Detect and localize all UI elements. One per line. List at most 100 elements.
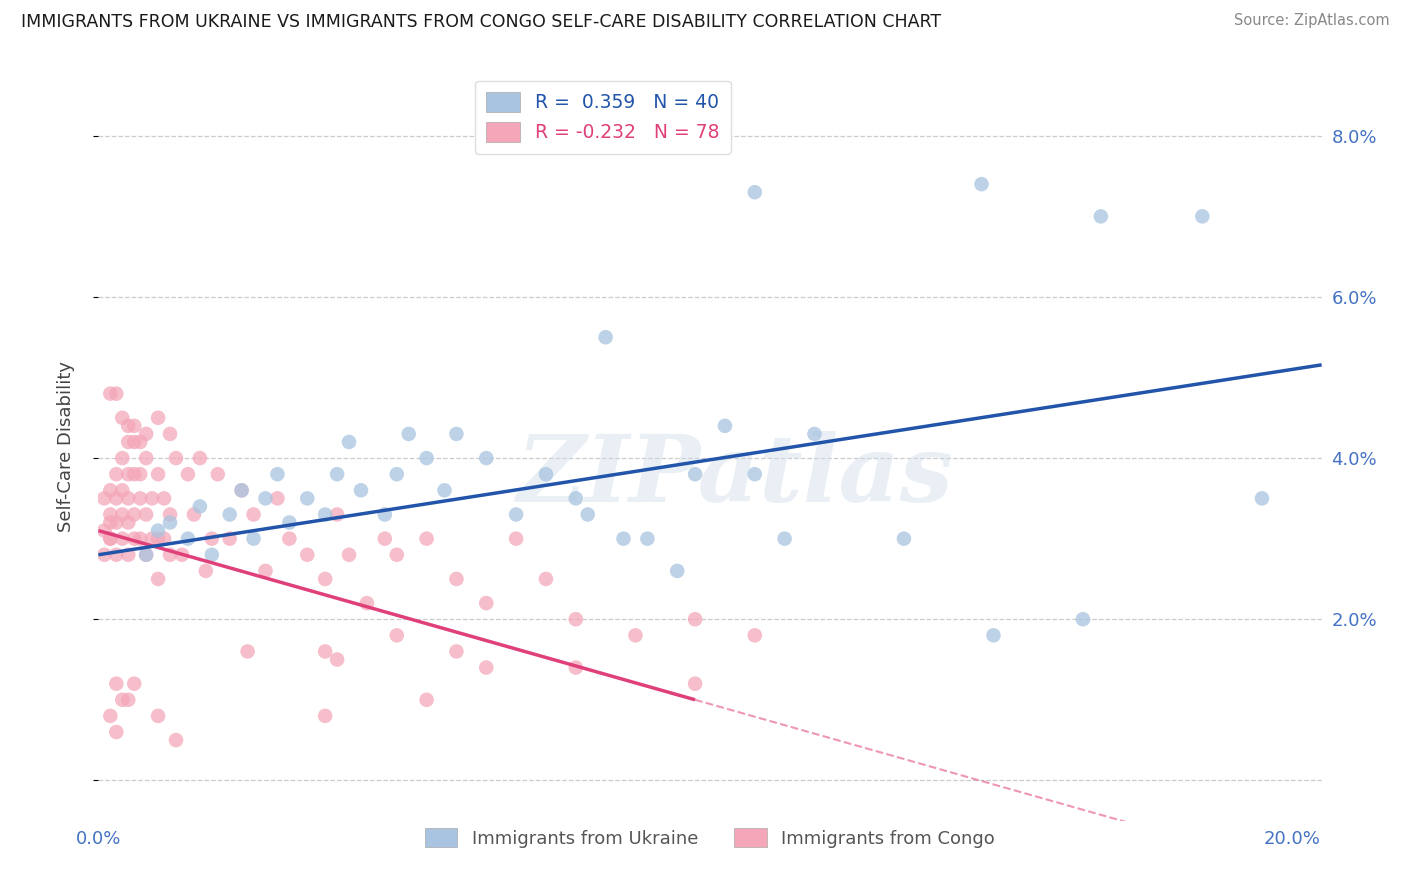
Point (534, 467, 557, 482)
Point (117, 418, 139, 433)
Point (433, 483, 456, 498)
Point (129, 434, 152, 449)
Y-axis label: Self-Care Disability: Self-Care Disability (56, 360, 75, 532)
Point (446, 644, 468, 658)
Point (177, 532, 200, 546)
Point (385, 548, 408, 562)
Point (183, 508, 205, 522)
Text: ZIPatlas: ZIPatlas (516, 431, 953, 521)
Point (565, 660, 588, 674)
Point (242, 508, 264, 522)
Point (98, 386, 121, 401)
Point (446, 426, 468, 441)
Point (98, 709, 121, 723)
Point (122, 508, 145, 522)
Point (893, 532, 915, 546)
Point (105, 467, 128, 482)
Point (201, 548, 224, 562)
Point (337, 548, 360, 562)
Point (415, 693, 437, 707)
Point (111, 451, 134, 466)
Point (146, 572, 169, 586)
Point (129, 491, 152, 506)
Point (105, 386, 128, 401)
Point (201, 532, 224, 546)
Point (970, 177, 993, 191)
Point (141, 491, 163, 506)
Point (326, 467, 349, 482)
Point (129, 532, 152, 546)
Point (683, 676, 706, 690)
Point (385, 628, 408, 642)
Point (165, 451, 187, 466)
Point (117, 693, 139, 707)
Point (683, 612, 706, 626)
Point (105, 491, 128, 506)
Point (636, 532, 658, 546)
Point (983, 628, 1005, 642)
Point (666, 564, 689, 578)
Point (135, 548, 157, 562)
Point (446, 572, 468, 586)
Point (135, 508, 157, 522)
Point (117, 434, 139, 449)
Point (159, 516, 181, 530)
Point (135, 426, 157, 441)
Point (242, 532, 264, 546)
Point (624, 628, 647, 642)
Point (326, 508, 349, 522)
Point (146, 709, 169, 723)
Point (117, 467, 139, 482)
Point (297, 548, 319, 562)
Point (314, 508, 336, 522)
Point (122, 532, 145, 546)
Point (595, 330, 617, 344)
Point (314, 644, 336, 658)
Point (194, 564, 217, 578)
Point (374, 532, 396, 546)
Point (111, 483, 134, 498)
Point (475, 596, 498, 610)
Point (744, 185, 766, 199)
Point (98, 483, 121, 498)
Point (105, 725, 128, 739)
Point (683, 467, 706, 482)
Point (117, 516, 139, 530)
Point (159, 548, 181, 562)
Point (111, 410, 134, 425)
Point (98, 516, 121, 530)
Point (159, 426, 181, 441)
Point (350, 483, 373, 498)
Point (576, 508, 599, 522)
Point (278, 532, 301, 546)
Point (117, 548, 139, 562)
Point (146, 532, 169, 546)
Point (146, 524, 169, 538)
Point (337, 434, 360, 449)
Point (505, 508, 527, 522)
Point (565, 491, 588, 506)
Point (398, 426, 420, 441)
Point (159, 508, 181, 522)
Point (254, 564, 277, 578)
Point (117, 491, 139, 506)
Point (714, 418, 737, 433)
Point (266, 491, 288, 506)
Point (314, 572, 336, 586)
Point (122, 467, 145, 482)
Point (744, 628, 766, 642)
Point (153, 491, 176, 506)
Point (93, 524, 115, 538)
Point (1251, 491, 1274, 506)
Text: Source: ZipAtlas.com: Source: ZipAtlas.com (1233, 13, 1389, 29)
Point (278, 516, 301, 530)
Point (475, 660, 498, 674)
Point (105, 548, 128, 562)
Point (218, 532, 240, 546)
Point (612, 532, 634, 546)
Point (177, 467, 200, 482)
Point (93, 548, 115, 562)
Point (188, 451, 211, 466)
Point (122, 676, 145, 690)
Legend: Immigrants from Ukraine, Immigrants from Congo: Immigrants from Ukraine, Immigrants from… (416, 819, 1004, 856)
